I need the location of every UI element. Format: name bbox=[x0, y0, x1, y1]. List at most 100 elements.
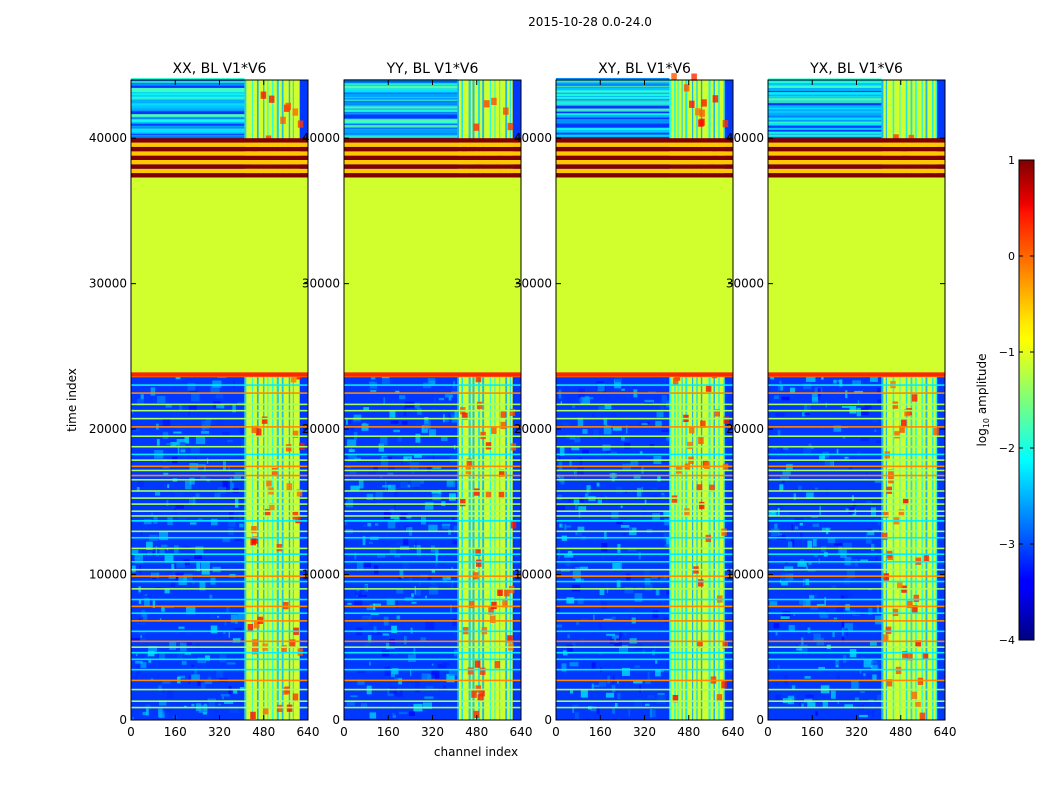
time-line bbox=[344, 612, 521, 615]
time-line bbox=[768, 453, 945, 456]
noise-patch bbox=[578, 506, 587, 512]
noise-patch bbox=[214, 709, 218, 718]
time-line bbox=[768, 553, 945, 555]
noise-patch bbox=[380, 436, 388, 446]
noise-patch bbox=[170, 442, 177, 448]
noise-patch bbox=[138, 599, 142, 604]
noise-row bbox=[344, 83, 458, 86]
hot-spot bbox=[491, 601, 497, 610]
noise-patch bbox=[599, 589, 605, 595]
noise-patch bbox=[796, 648, 803, 651]
noise-row bbox=[344, 87, 458, 91]
noise-patch bbox=[132, 717, 134, 720]
channel-stripe bbox=[677, 80, 679, 720]
noise-patch bbox=[814, 555, 818, 558]
noise-patch bbox=[396, 615, 401, 620]
block-edge bbox=[131, 372, 308, 377]
noise-row bbox=[344, 126, 458, 129]
noise-patch bbox=[783, 387, 787, 392]
colorbar-label: log10 amplitude bbox=[975, 354, 991, 447]
x-tick-label: 160 bbox=[801, 725, 824, 739]
channel-stripe bbox=[478, 80, 481, 720]
noise-patch bbox=[794, 526, 798, 530]
hot-spot bbox=[923, 555, 930, 563]
panel-title: XY, BL V1*V6 bbox=[598, 61, 691, 77]
noise-row bbox=[556, 128, 670, 131]
noise-patch bbox=[777, 429, 781, 437]
noise-patch bbox=[134, 554, 143, 564]
noise-patch bbox=[589, 392, 596, 400]
time-line bbox=[768, 575, 945, 577]
noise-row bbox=[344, 132, 458, 135]
noise-patch bbox=[821, 375, 824, 380]
noise-patch bbox=[140, 635, 143, 638]
noise-patch bbox=[204, 655, 210, 661]
hot-spot bbox=[290, 375, 297, 383]
noise-patch bbox=[356, 561, 364, 571]
noise-patch bbox=[157, 708, 163, 718]
noise-patch bbox=[161, 544, 168, 548]
noise-patch bbox=[380, 475, 383, 478]
time-line bbox=[131, 445, 308, 448]
time-line bbox=[556, 403, 733, 406]
hot-spot bbox=[292, 693, 299, 701]
time-line bbox=[344, 688, 521, 691]
noise-patch bbox=[156, 395, 166, 404]
channel-stripe bbox=[505, 80, 508, 720]
time-line bbox=[556, 490, 733, 492]
noise-patch bbox=[165, 404, 172, 408]
noise-patch bbox=[617, 679, 619, 684]
noise-patch bbox=[354, 552, 357, 560]
noise-patch bbox=[618, 645, 629, 654]
noise-patch bbox=[808, 443, 812, 447]
noise-patch bbox=[624, 633, 627, 637]
noise-patch bbox=[652, 513, 661, 521]
time-line bbox=[768, 700, 945, 702]
time-line bbox=[131, 688, 308, 691]
x-tick-label: 480 bbox=[889, 725, 912, 739]
noise-patch bbox=[158, 531, 169, 541]
hot-spot bbox=[688, 426, 695, 434]
noise-row bbox=[131, 121, 245, 125]
hot-spot bbox=[296, 489, 303, 497]
noise-row bbox=[131, 125, 245, 128]
time-line bbox=[768, 651, 945, 654]
noise-row bbox=[131, 135, 245, 138]
time-line bbox=[556, 497, 733, 499]
noise-patch bbox=[135, 660, 143, 664]
flag-stripe bbox=[131, 164, 308, 169]
noise-patch bbox=[210, 612, 215, 619]
noise-patch bbox=[167, 690, 174, 699]
noise-patch bbox=[147, 651, 155, 657]
noise-patch bbox=[843, 628, 848, 637]
noise-row bbox=[556, 114, 670, 118]
noise-patch bbox=[569, 461, 572, 467]
noise-patch bbox=[833, 602, 839, 609]
noise-patch bbox=[441, 523, 450, 529]
time-line bbox=[768, 646, 945, 648]
noise-patch bbox=[877, 387, 881, 394]
noise-patch bbox=[566, 397, 575, 406]
noise-patch bbox=[437, 663, 447, 669]
noise-patch bbox=[788, 541, 793, 547]
noise-patch bbox=[839, 379, 843, 387]
noise-patch bbox=[154, 492, 161, 496]
time-line bbox=[131, 553, 308, 555]
noise-patch bbox=[576, 621, 580, 625]
noise-patch bbox=[421, 673, 431, 682]
hot-spot bbox=[475, 374, 482, 383]
noise-patch bbox=[403, 537, 409, 546]
noise-patch bbox=[777, 384, 784, 391]
noise-patch bbox=[616, 638, 620, 642]
noise-patch bbox=[454, 410, 457, 419]
hot-spot bbox=[671, 495, 678, 503]
noise-patch bbox=[402, 561, 409, 570]
noise-patch bbox=[574, 436, 581, 443]
noise-patch bbox=[799, 600, 806, 605]
time-line bbox=[131, 497, 308, 499]
time-line bbox=[556, 453, 733, 456]
y-tick-label: 40000 bbox=[89, 131, 127, 145]
noise-patch bbox=[167, 484, 170, 489]
noise-patch bbox=[194, 553, 202, 560]
noise-patch bbox=[381, 378, 390, 384]
